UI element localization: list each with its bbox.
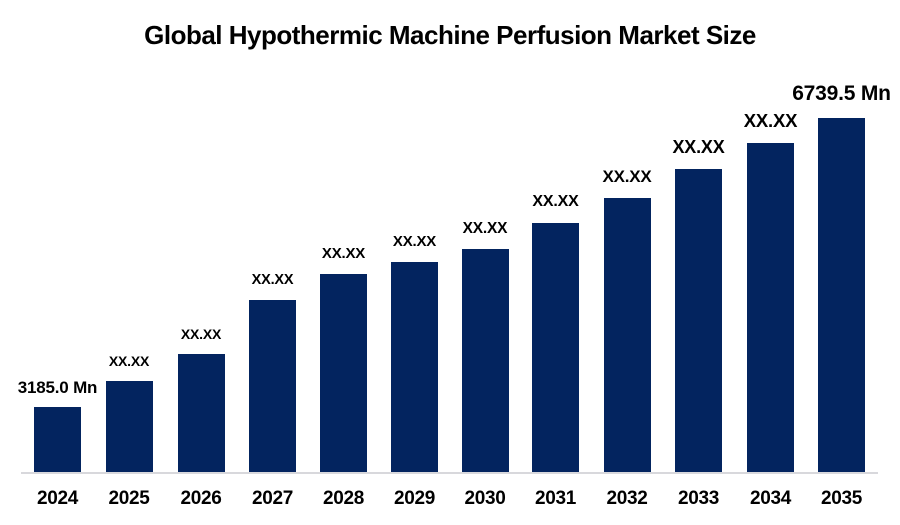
bar (461, 249, 509, 472)
bar-value-label: XX.XX (602, 167, 652, 186)
bar-value-label: XX.XX (672, 137, 725, 157)
x-axis-label: 2028 (322, 488, 365, 509)
x-axis-line (21, 472, 878, 474)
bar (320, 274, 367, 472)
bar (532, 223, 579, 472)
bar-value-label: XX.XX (108, 353, 150, 369)
bar-value-label: 3185.0 Mn (17, 378, 98, 397)
x-axis-label: 2033 (677, 488, 720, 509)
bar (391, 262, 438, 472)
bar (675, 169, 722, 472)
bar (603, 198, 651, 472)
bar (34, 407, 81, 472)
x-axis-label: 2026 (180, 488, 222, 509)
x-axis-label: 2032 (606, 488, 648, 509)
bar-value-label: 6739.5 Mn (792, 82, 891, 105)
bar (105, 381, 153, 472)
x-axis-label: 2030 (464, 488, 506, 509)
bar (747, 143, 794, 472)
x-axis-label: 2029 (393, 488, 436, 509)
x-axis-label: 2034 (749, 488, 792, 509)
bar-value-label: XX.XX (743, 109, 798, 131)
bar (818, 118, 865, 472)
bar (177, 354, 225, 472)
bar-value-label: XX.XX (180, 326, 222, 342)
bar-value-label: XX.XX (532, 193, 579, 210)
bar-value-label: XX.XX (251, 271, 294, 288)
bar-value-label: XX.XX (462, 219, 508, 237)
x-axis-label: 2035 (820, 488, 863, 509)
chart-title: Global Hypothermic Machine Perfusion Mar… (144, 20, 756, 50)
x-axis-label: 2025 (108, 488, 150, 509)
x-axis-label: 2031 (534, 488, 577, 509)
x-axis-label: 2024 (36, 488, 79, 509)
x-axis-label: 2027 (251, 488, 294, 509)
bar-value-label: XX.XX (321, 245, 366, 262)
bar (249, 300, 296, 472)
bar-value-label: XX.XX (392, 233, 437, 250)
